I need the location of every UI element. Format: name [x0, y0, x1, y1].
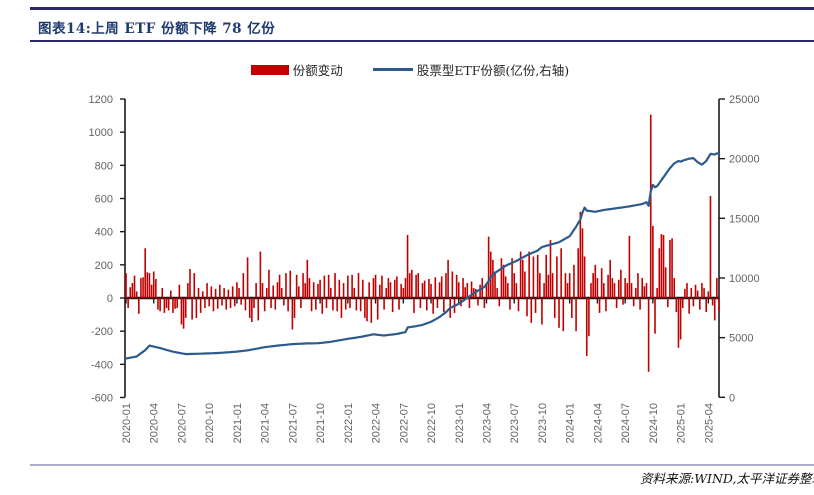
svg-text:25000: 25000 — [729, 94, 760, 106]
svg-text:0: 0 — [107, 293, 113, 305]
svg-text:2024-04: 2024-04 — [592, 403, 604, 443]
bottom-border-rule — [30, 464, 814, 466]
svg-text:5000: 5000 — [729, 333, 753, 345]
bars-series — [125, 114, 720, 372]
legend-item-line-series: 股票型ETF份额(亿份,右轴) — [372, 60, 570, 79]
svg-text:2023-07: 2023-07 — [509, 403, 521, 443]
svg-text:-600: -600 — [91, 393, 113, 405]
svg-text:2023-10: 2023-10 — [537, 403, 549, 443]
source-note: 资料来源:WIND,太平洋证券整理 — [640, 471, 814, 486]
svg-text:15000: 15000 — [729, 213, 760, 225]
legend-label-line-series: 股票型ETF份额(亿份,右轴) — [416, 63, 570, 78]
svg-text:2021-07: 2021-07 — [287, 403, 299, 443]
svg-text:2022-04: 2022-04 — [371, 403, 383, 443]
svg-text:2022-07: 2022-07 — [398, 403, 410, 443]
svg-text:800: 800 — [95, 160, 113, 172]
svg-text:10000: 10000 — [729, 273, 760, 285]
svg-text:2021-01: 2021-01 — [232, 403, 244, 443]
svg-text:2020-07: 2020-07 — [176, 403, 188, 443]
svg-text:2023-01: 2023-01 — [454, 403, 466, 443]
svg-text:400: 400 — [95, 227, 113, 239]
svg-text:2020-04: 2020-04 — [149, 403, 161, 443]
svg-text:2024-01: 2024-01 — [565, 403, 577, 443]
svg-text:-200: -200 — [91, 326, 113, 338]
svg-text:1200: 1200 — [89, 94, 113, 106]
svg-text:2024-10: 2024-10 — [648, 403, 660, 443]
line-series — [124, 152, 721, 360]
axis-tick-labels: -600 -400 -200 0 200 400 600 800 1000 1200 0 5000 10… — [89, 94, 760, 443]
svg-text:2021-10: 2021-10 — [315, 403, 327, 443]
svg-text:2024-07: 2024-07 — [620, 403, 632, 443]
svg-text:2022-10: 2022-10 — [426, 403, 438, 443]
svg-text:1000: 1000 — [89, 127, 113, 139]
svg-text:600: 600 — [95, 194, 113, 206]
svg-text:2022-01: 2022-01 — [343, 403, 355, 443]
line-series-swatch-icon — [372, 68, 413, 71]
legend-label-bar-series: 份额变动 — [292, 63, 343, 78]
svg-text:2020-01: 2020-01 — [121, 403, 133, 443]
title-underline-rule — [30, 40, 814, 42]
svg-text:2023-04: 2023-04 — [481, 403, 493, 443]
svg-text:200: 200 — [95, 260, 113, 272]
svg-text:20000: 20000 — [729, 154, 760, 166]
svg-text:2021-04: 2021-04 — [260, 403, 272, 443]
svg-text:0: 0 — [729, 392, 735, 404]
svg-text:2020-10: 2020-10 — [204, 403, 216, 443]
chart-legend: 份额变动 股票型ETF份额(亿份,右轴) — [60, 60, 760, 79]
svg-text:2025-01: 2025-01 — [676, 403, 688, 443]
svg-text:-400: -400 — [91, 359, 113, 371]
bar-series-swatch-icon — [250, 64, 289, 75]
svg-text:2025-04: 2025-04 — [703, 403, 715, 443]
chart-title: 图表14:上周 ETF 份额下降 78 亿份 — [38, 21, 276, 37]
top-border-rule — [30, 7, 814, 10]
legend-item-bar-series: 份额变动 — [250, 60, 343, 79]
